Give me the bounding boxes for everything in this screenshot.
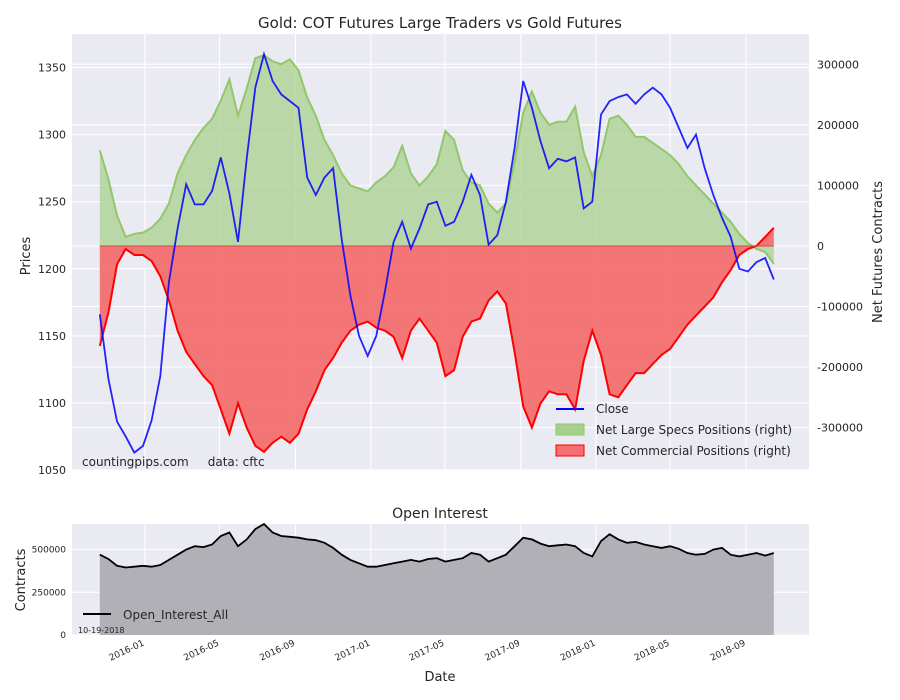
x-tick-2016-05: 2016-05	[182, 639, 220, 664]
specs-line	[98, 54, 775, 265]
source-note: countingpips.com data: cftc	[82, 455, 265, 469]
x-tick-2018-09: 2018-09	[709, 639, 748, 664]
right-axis-ticks: -300000 -200000 -100000 0 100000 200000 300000	[817, 58, 863, 434]
x-tick-2016-01: 2016-01	[108, 639, 146, 664]
left-tick-1100: 1100	[38, 397, 66, 410]
x-axis-label: Date	[424, 670, 455, 685]
bottom-tick-500000: 500000	[32, 546, 67, 556]
left-tick-1300: 1300	[38, 129, 66, 142]
right-tick--100000: -100000	[817, 301, 863, 314]
date-note: 10-19-2018	[78, 626, 125, 635]
x-tick-2018-05: 2018-05	[633, 639, 671, 664]
close-line	[98, 50, 775, 454]
x-tick-2018-01: 2018-01	[559, 639, 597, 664]
right-tick--200000: -200000	[817, 361, 863, 374]
bottom-legend: Open_Interest_All	[83, 608, 228, 622]
legend-comm-label: Net Commercial Positions (right)	[596, 444, 791, 458]
bottom-tick-250000: 250000	[32, 588, 67, 598]
close-price-line	[98, 50, 775, 454]
left-tick-1250: 1250	[38, 196, 66, 209]
bottom-y-axis-label: Contracts	[14, 548, 29, 611]
left-axis-label: Prices	[19, 237, 34, 276]
left-tick-1150: 1150	[38, 330, 66, 343]
legend-close-label: Close	[596, 402, 629, 416]
left-tick-1050: 1050	[38, 464, 66, 477]
open-interest-area	[99, 522, 775, 635]
left-tick-1200: 1200	[38, 263, 66, 276]
commercial-area-fill	[99, 227, 774, 452]
bottom-tick-0: 0	[60, 631, 66, 641]
top-legend: Close Net Large Specs Positions (right) …	[555, 402, 792, 458]
right-axis-label: Net Futures Contracts	[871, 181, 886, 323]
right-tick--300000: -300000	[817, 422, 863, 435]
legend-oi-label: Open_Interest_All	[123, 608, 228, 622]
x-tick-2017-05: 2017-05	[408, 639, 446, 664]
legend-specs-swatch	[555, 423, 585, 436]
open-interest-fill	[99, 524, 774, 635]
commercial-line	[98, 227, 775, 454]
legend-specs-label: Net Large Specs Positions (right)	[596, 423, 792, 437]
top-chart-title: Gold: COT Futures Large Traders vs Gold …	[258, 14, 622, 32]
specs-area	[98, 54, 775, 265]
bottom-y-ticks: 0 250000 500000	[32, 546, 67, 641]
right-tick-100000: 100000	[817, 179, 859, 192]
legend-comm-swatch	[555, 444, 585, 457]
x-tick-2016-09: 2016-09	[258, 639, 297, 664]
right-tick-300000: 300000	[817, 58, 859, 71]
right-tick-0: 0	[817, 240, 824, 253]
bottom-chart-title: Open Interest	[392, 506, 488, 522]
x-tick-2017-09: 2017-09	[484, 639, 523, 664]
x-tick-2017-01: 2017-01	[334, 639, 372, 664]
specs-area-fill	[99, 55, 774, 265]
left-tick-1350: 1350	[38, 62, 66, 75]
commercial-area	[98, 227, 775, 454]
open-interest-line	[99, 522, 775, 569]
right-tick-200000: 200000	[817, 119, 859, 132]
x-axis-ticks: 2016-01 2016-05 2016-09 2017-01 2017-05 2017-…	[108, 639, 748, 664]
left-axis-ticks: 1050 1100 1150 1200 1250 1300 1350	[38, 62, 66, 477]
